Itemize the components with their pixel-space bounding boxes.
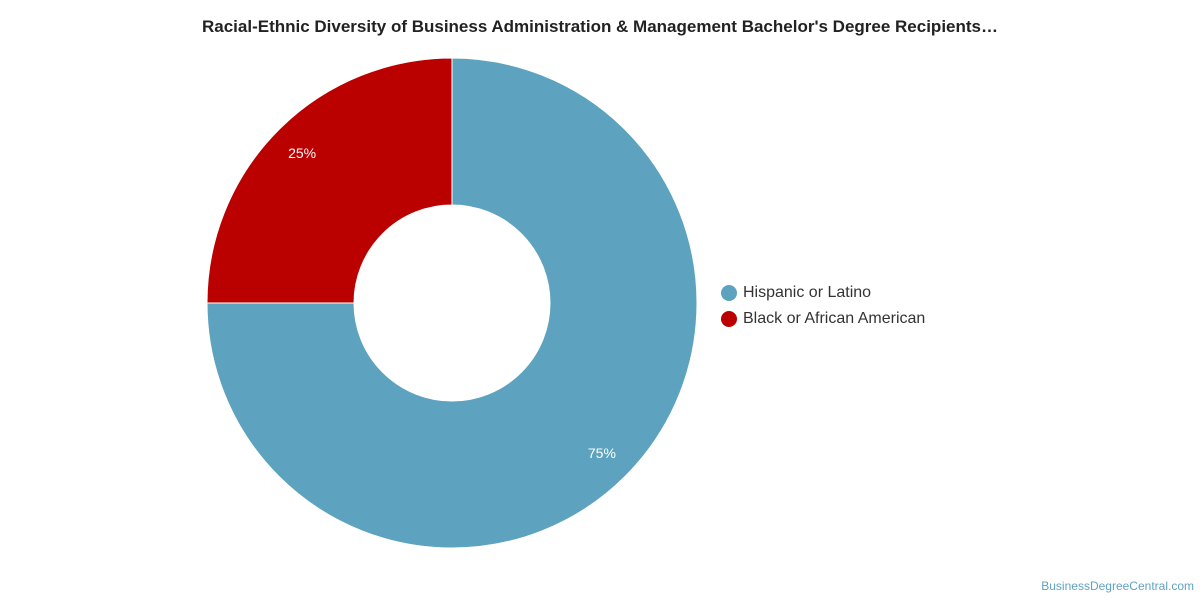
- legend-swatch-black-or-african-american: [721, 311, 737, 327]
- slice-labels: 75% 25%: [288, 145, 616, 461]
- legend-swatch-hispanic-or-latino: [721, 285, 737, 301]
- legend-label-black-or-african-american: Black or African American: [743, 310, 926, 327]
- slice-label-hispanic-or-latino: 75%: [588, 445, 616, 461]
- slice-black-or-african-american[interactable]: [206, 57, 453, 304]
- slice-label-black-or-african-american: 25%: [288, 145, 316, 161]
- legend-item-black-or-african-american[interactable]: Black or African American: [721, 306, 925, 332]
- slice-hispanic-or-latino[interactable]: [206, 57, 698, 549]
- legend-label-hispanic-or-latino: Hispanic or Latino: [743, 284, 872, 301]
- chart-legend: Hispanic or Latino Black or African Amer…: [721, 280, 925, 332]
- donut-slices: [206, 57, 698, 549]
- legend-item-hispanic-or-latino[interactable]: Hispanic or Latino: [721, 280, 925, 306]
- chart-title: Racial-Ethnic Diversity of Business Admi…: [201, 17, 998, 36]
- source-watermark[interactable]: BusinessDegreeCentral.com: [1041, 579, 1194, 593]
